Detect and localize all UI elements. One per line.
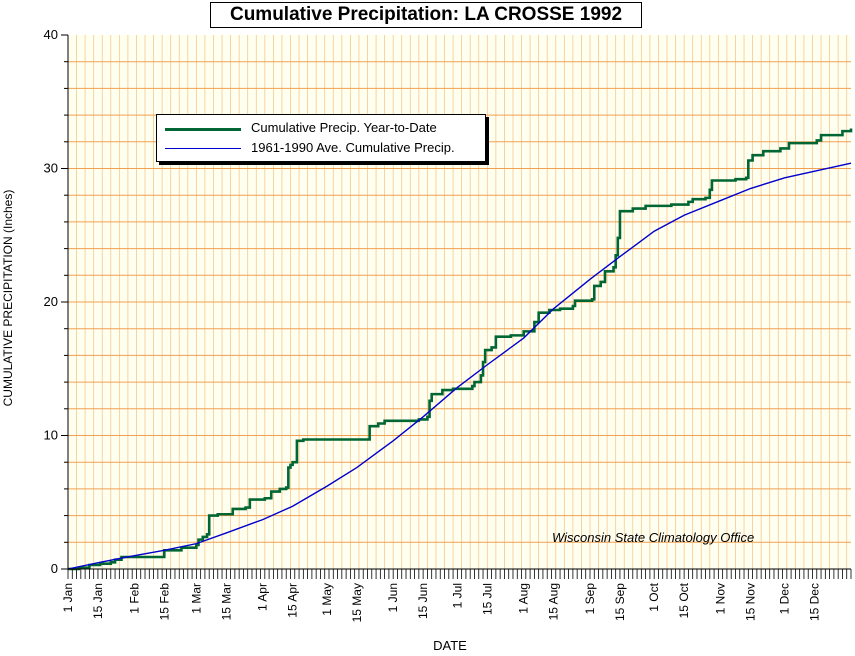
x-tick-label: 15 Mar (219, 583, 233, 620)
y-tick-label: 40 (44, 27, 58, 42)
y-tick-label: 20 (44, 294, 58, 309)
chart-title: Cumulative Precipitation: LA CROSSE 1992 (210, 2, 642, 28)
x-axis-label: DATE (433, 638, 467, 653)
source-annotation: Wisconsin State Climatology Office (552, 530, 755, 545)
x-tick-label: 15 Apr (286, 583, 300, 618)
x-tick-label: 1 Jan (61, 583, 75, 612)
x-tick-label: 15 Sep (613, 583, 627, 621)
x-tick-label: 1 Oct (647, 582, 661, 611)
x-tick-label: 15 Dec (808, 583, 822, 621)
legend-entry-ytd: Cumulative Precip. Year-to-Date (165, 119, 481, 137)
x-tick-label: 1 Sep (583, 583, 597, 615)
x-tick-label: 1 Dec (778, 583, 792, 614)
legend-swatch-average (165, 148, 241, 149)
y-tick-label: 30 (44, 161, 58, 176)
x-tick-label: 15 Jun (416, 583, 430, 619)
legend-swatch-ytd (165, 128, 241, 131)
x-tick-label: 1 Jul (450, 583, 464, 608)
x-tick-label: 15 Oct (677, 582, 691, 618)
series-layer (67, 128, 853, 571)
x-tick-label: 1 Aug (517, 583, 531, 614)
x-tick-label: 15 May (350, 583, 364, 622)
y-tick-label: 0 (51, 561, 58, 576)
series-line-average (67, 162, 852, 570)
x-tick-label: 1 Apr (256, 583, 270, 611)
grid (68, 35, 851, 569)
x-tick-label: 15 Feb (157, 583, 171, 621)
x-tick-label: 1 Jun (386, 583, 400, 612)
y-tick-labels: 0 10 20 30 40 (44, 27, 58, 576)
x-tick-label: 15 Jul (480, 583, 494, 615)
series-line-ytd (68, 128, 853, 571)
legend-entry-average: 1961-1990 Ave. Cumulative Precip. (165, 139, 481, 157)
legend-label-average: 1961-1990 Ave. Cumulative Precip. (251, 140, 455, 155)
axes (61, 34, 852, 579)
legend-label-ytd: Cumulative Precip. Year-to-Date (251, 120, 437, 135)
y-axis-label: CUMULATIVE PRECIPITATION (Inches) (1, 189, 15, 407)
x-tick-label: 15 Jan (91, 583, 105, 619)
x-tick-label: 1 Mar (189, 583, 203, 614)
x-tick-label: 1 Nov (714, 583, 728, 614)
x-tick-label: 1 Feb (127, 583, 141, 614)
y-tick-label: 10 (44, 428, 58, 443)
x-tick-label: 15 Nov (743, 583, 757, 621)
x-tick-label: 15 Aug (547, 583, 561, 620)
x-tick-labels: 1 Jan 15 Jan 1 Feb 15 Feb 1 Mar 15 Mar 1 Apr 15… (61, 582, 822, 622)
x-tick-label: 1 May (320, 583, 334, 616)
legend: Cumulative Precip. Year-to-Date 1961-199… (156, 114, 486, 162)
